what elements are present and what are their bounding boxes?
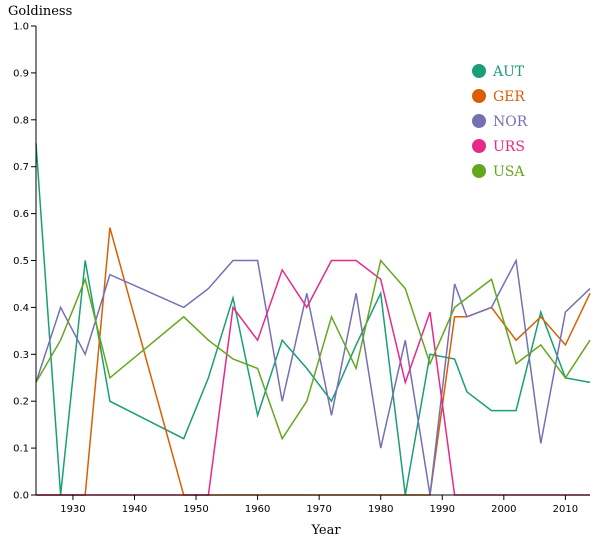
y-tick-label: 0.0 <box>13 491 29 502</box>
x-tick-label: 2000 <box>491 504 516 515</box>
y-tick-label: 0.2 <box>13 397 29 408</box>
legend-label-usa: USA <box>493 164 525 180</box>
x-tick-label: 1960 <box>245 504 270 515</box>
y-tick-label: 0.3 <box>13 350 29 361</box>
series-lines <box>35 143 591 496</box>
legend-swatch-urs <box>472 139 486 153</box>
legend-label-nor: NOR <box>493 114 528 130</box>
x-axis-ticks: 1930 1940 1950 1960 1970 1980 1990 2000 2010 <box>60 495 578 515</box>
y-tick-label: 0.8 <box>13 115 29 126</box>
y-axis-ticks: 0.0 0.1 0.2 0.3 0.4 0.5 0.6 0.7 0.8 0.9 1.0 <box>13 22 36 502</box>
series-line-usa <box>35 258 591 441</box>
y-tick-label: 0.7 <box>13 162 29 173</box>
legend-label-aut: AUT <box>492 64 525 80</box>
legend-label-urs: URS <box>493 139 525 155</box>
series-line-ger <box>36 227 591 496</box>
y-tick-label: 0.6 <box>13 209 29 220</box>
legend-swatch-nor <box>472 114 486 128</box>
y-tick-label: 0.5 <box>13 256 29 267</box>
legend-swatch-usa <box>472 164 486 178</box>
y-tick-label: 0.4 <box>13 303 29 314</box>
x-axis-title: Year <box>310 523 341 538</box>
x-tick-label: 1950 <box>183 504 208 515</box>
x-tick-label: 2010 <box>553 504 578 515</box>
legend-swatch-aut <box>472 64 486 78</box>
y-tick-label: 0.9 <box>13 68 29 79</box>
series-line-nor <box>35 258 591 496</box>
y-tick-label: 0.1 <box>13 444 29 455</box>
y-tick-label: 1.0 <box>13 22 29 33</box>
y-axis-title: Goldiness <box>8 4 72 19</box>
legend-label-ger: GER <box>493 89 525 105</box>
axes: 0.00.10.20.30.40.50.60.70.80.91.0 1930 19… <box>13 22 590 515</box>
x-tick-label: 1980 <box>368 504 393 515</box>
series-line-aut <box>35 143 591 496</box>
x-tick-label: 1940 <box>122 504 147 515</box>
legend-swatch-ger <box>472 89 486 103</box>
x-tick-label: 1970 <box>306 504 331 515</box>
legend: AUT GER NOR URS USA <box>472 64 528 180</box>
x-tick-label: 1930 <box>60 504 85 515</box>
x-tick-label: 1990 <box>430 504 455 515</box>
